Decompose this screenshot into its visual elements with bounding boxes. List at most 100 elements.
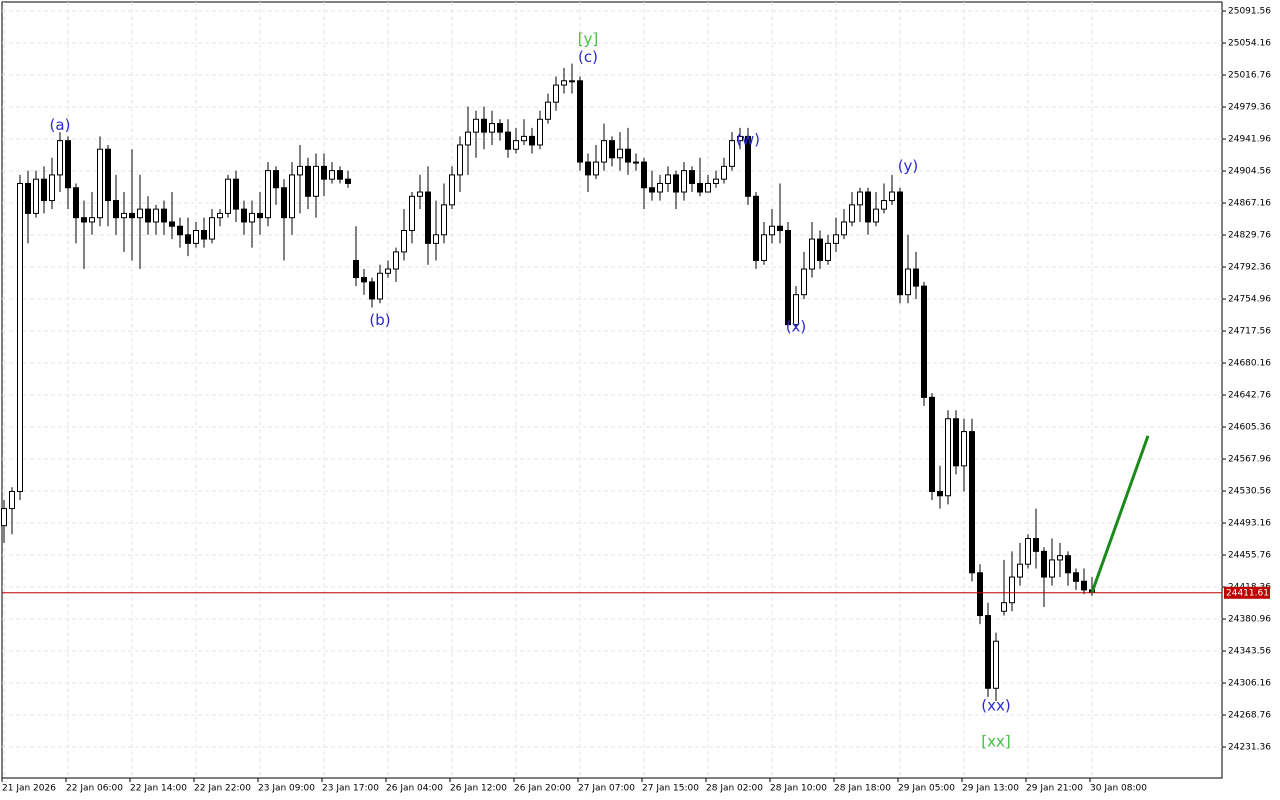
x-tick-label: 23 Jan 17:00: [322, 784, 379, 794]
candle-body: [9, 490, 15, 510]
candle-body: [145, 208, 151, 223]
candle-body: [241, 208, 247, 223]
candle-body: [665, 174, 671, 184]
candle-body: [1041, 550, 1047, 578]
candle-body: [889, 191, 895, 202]
y-tick-label: 25054.16: [1228, 39, 1271, 49]
wave-label: [xx]: [981, 733, 1010, 751]
candle-body: [441, 204, 447, 236]
candle-body: [801, 268, 807, 296]
candle-body: [81, 217, 87, 223]
candle-body: [25, 182, 31, 214]
candle-body: [793, 294, 799, 326]
candle-body: [1049, 559, 1055, 578]
candle-body: [945, 418, 951, 497]
candle-body: [737, 135, 743, 142]
x-tick-label: 30 Jan 08:00: [1090, 784, 1147, 794]
candle-body: [297, 165, 303, 176]
candle-body: [465, 131, 471, 146]
x-tick-label: 28 Jan 18:00: [834, 784, 891, 794]
candle-body: [249, 212, 255, 223]
candle-body: [113, 200, 119, 219]
candle-body: [417, 191, 423, 197]
candle-body: [761, 234, 767, 261]
y-tick-label: 24754.96: [1228, 295, 1271, 305]
candle-body: [721, 165, 727, 180]
candle-body: [233, 178, 239, 210]
forecast-line: [1090, 435, 1150, 593]
candle-body: [97, 148, 103, 219]
candle-body: [265, 170, 271, 219]
candle-body: [705, 182, 711, 193]
candle-body: [121, 212, 127, 219]
candle-body: [649, 187, 655, 193]
candle-body: [41, 178, 47, 202]
candle-body: [633, 161, 639, 164]
x-tick-label: 22 Jan 06:00: [66, 784, 123, 794]
candle-body: [681, 170, 687, 193]
candle-body: [1065, 555, 1071, 574]
y-tick-label: 24530.56: [1228, 487, 1271, 497]
y-tick-label: 25016.76: [1228, 71, 1271, 81]
candle-body: [521, 135, 527, 142]
candle-body: [937, 490, 943, 497]
candle-body: [929, 396, 935, 492]
y-tick-label: 24792.36: [1228, 263, 1271, 273]
candle-body: [993, 640, 999, 689]
candle-body: [769, 225, 775, 236]
candle-body: [337, 170, 343, 180]
candle-body: [921, 285, 927, 398]
candle-body: [841, 221, 847, 236]
x-tick-label: 28 Jan 10:00: [770, 784, 827, 794]
y-tick-label: 24567.96: [1228, 455, 1271, 465]
candle-body: [529, 135, 535, 146]
candle-body: [369, 281, 375, 300]
candle-body: [569, 80, 575, 83]
x-tick-label: 22 Jan 22:00: [194, 784, 251, 794]
candle-body: [257, 212, 263, 219]
candle-body: [497, 123, 503, 133]
x-tick-label: 28 Jan 02:00: [706, 784, 763, 794]
wave-label: (y): [898, 157, 919, 175]
y-tick-label: 24979.36: [1228, 103, 1271, 113]
candle-body: [353, 259, 359, 279]
candle-body: [857, 191, 863, 206]
wave-label: (w): [736, 130, 760, 148]
x-tick-label: 29 Jan 05:00: [898, 784, 955, 794]
candle-body: [849, 204, 855, 223]
candle-body: [833, 234, 839, 244]
y-tick-label: 24343.56: [1228, 647, 1271, 657]
candle-body: [281, 187, 287, 219]
y-tick-label: 24941.96: [1228, 135, 1271, 145]
candle-body: [217, 212, 223, 219]
candle-body: [225, 178, 231, 214]
candle-body: [913, 268, 919, 287]
candle-body: [17, 182, 23, 492]
candle-body: [385, 268, 391, 274]
candle-body: [313, 165, 319, 197]
candle-body: [785, 230, 791, 326]
candle-body: [601, 140, 607, 163]
y-tick-label: 24306.16: [1228, 679, 1271, 689]
y-tick-label: 24904.56: [1228, 167, 1271, 177]
y-tick-label: 24493.16: [1228, 519, 1271, 529]
y-tick-label: 24268.76: [1228, 711, 1271, 721]
x-tick-label: 27 Jan 15:00: [642, 784, 699, 794]
candle-body: [1033, 538, 1039, 552]
candle-body: [905, 268, 911, 296]
candle-body: [89, 217, 95, 223]
candle-body: [169, 221, 175, 227]
candle-body: [809, 238, 815, 270]
wave-label: (x): [786, 318, 807, 336]
y-tick-label: 24680.16: [1228, 359, 1271, 369]
candle-body: [105, 148, 111, 202]
current-price-box: [1224, 586, 1270, 599]
candle-body: [209, 217, 215, 240]
candle-body: [273, 170, 279, 189]
candle-body: [73, 187, 79, 219]
x-tick-label: 22 Jan 14:00: [130, 784, 187, 794]
candle-body: [609, 140, 615, 159]
candle-body: [1073, 572, 1079, 582]
candle-body: [817, 238, 823, 261]
